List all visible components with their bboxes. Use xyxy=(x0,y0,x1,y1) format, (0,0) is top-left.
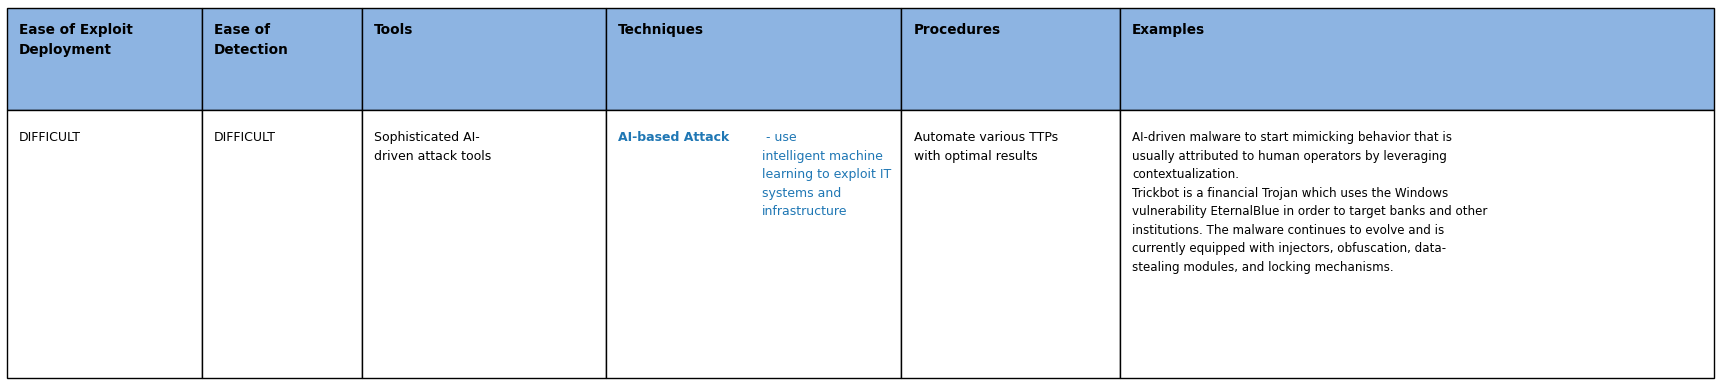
Text: Automate various TTPs
with optimal results: Automate various TTPs with optimal resul… xyxy=(914,131,1058,163)
Text: Examples: Examples xyxy=(1132,23,1205,37)
Bar xyxy=(902,8,1120,110)
Bar xyxy=(201,8,361,110)
Bar xyxy=(7,110,201,378)
Text: AI-based Attack: AI-based Attack xyxy=(618,131,730,144)
Bar xyxy=(1120,8,1714,110)
Bar xyxy=(361,8,606,110)
Text: Tools: Tools xyxy=(373,23,413,37)
Text: - use
intelligent machine
learning to exploit IT
systems and
infrastructure: - use intelligent machine learning to ex… xyxy=(762,131,891,218)
Text: Procedures: Procedures xyxy=(914,23,1000,37)
Bar xyxy=(361,110,606,378)
Text: Ease of
Detection: Ease of Detection xyxy=(213,23,289,57)
Bar xyxy=(1120,110,1714,378)
Bar xyxy=(201,110,361,378)
Bar xyxy=(606,110,902,378)
Text: DIFFICULT: DIFFICULT xyxy=(19,131,81,144)
Bar xyxy=(902,110,1120,378)
Bar xyxy=(7,8,201,110)
Bar xyxy=(606,8,902,110)
Text: Sophisticated AI-
driven attack tools: Sophisticated AI- driven attack tools xyxy=(373,131,490,163)
Text: AI-driven malware to start mimicking behavior that is
usually attributed to huma: AI-driven malware to start mimicking beh… xyxy=(1132,131,1487,274)
Text: DIFFICULT: DIFFICULT xyxy=(213,131,275,144)
Text: Ease of Exploit
Deployment: Ease of Exploit Deployment xyxy=(19,23,133,57)
Text: Techniques: Techniques xyxy=(618,23,704,37)
